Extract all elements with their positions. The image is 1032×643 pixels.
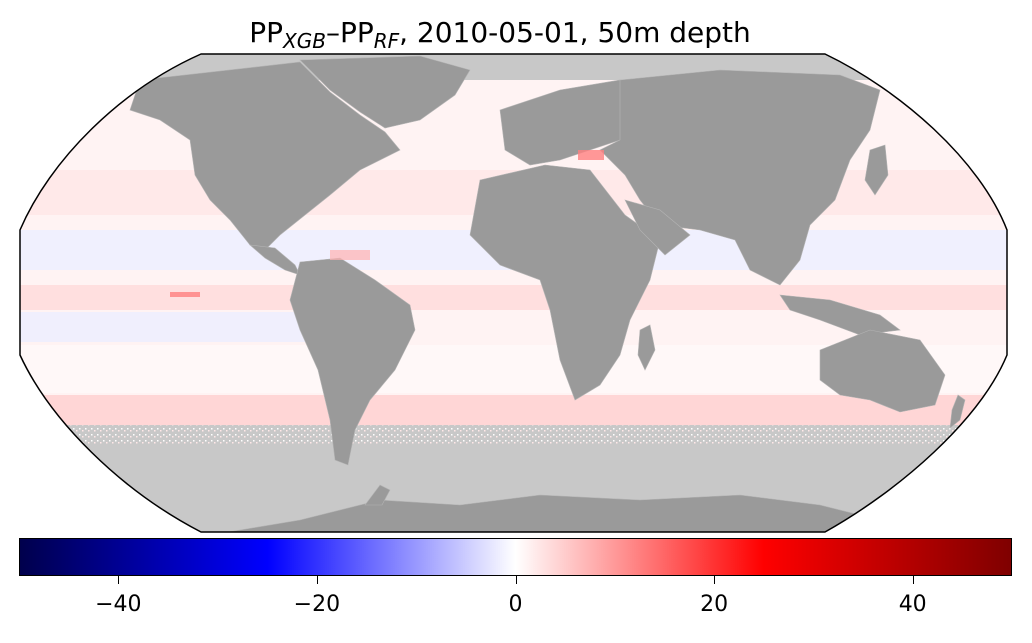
colorbar-tick	[714, 576, 716, 584]
south-america	[289, 257, 416, 466]
black-sea-hotspot	[578, 150, 604, 160]
colorbar-tick-label: −20	[293, 592, 341, 617]
colorbar-tick	[515, 576, 517, 584]
colorbar-tick	[912, 576, 914, 584]
colorbar-tick-label: 40	[898, 592, 927, 617]
colorbar-tick-label: −40	[95, 592, 142, 617]
caribbean-red	[330, 250, 370, 260]
australia	[819, 329, 946, 413]
southern-red-band	[20, 395, 1007, 425]
madagascar	[637, 324, 656, 371]
colorbar-ticks: −40 −20 0 20 40	[0, 576, 1032, 636]
map-boundary	[19, 53, 1008, 533]
greenland	[299, 55, 471, 129]
japan	[864, 144, 889, 196]
colorbar-tick-label: 0	[508, 592, 523, 617]
colorbar	[19, 538, 1012, 576]
colorbar-tick	[316, 576, 319, 584]
asia	[599, 69, 881, 286]
world-map	[19, 53, 1008, 533]
tropical-pink-band	[20, 285, 1007, 310]
southern-speckle-nodata	[20, 425, 1007, 447]
colorbar-tick	[118, 576, 120, 584]
europe	[499, 79, 641, 166]
africa	[469, 164, 661, 401]
colorbar-tick-label: 20	[700, 592, 729, 617]
new-zealand	[949, 394, 966, 429]
antarctic-peninsula	[364, 484, 391, 506]
north-america	[129, 61, 401, 251]
map-title: PPXGB–PPRF, 2010-05-01, 50m depth	[249, 16, 751, 53]
arctic-nodata	[20, 54, 1007, 80]
arabia	[624, 199, 691, 256]
pacific-red-streak	[170, 292, 200, 297]
